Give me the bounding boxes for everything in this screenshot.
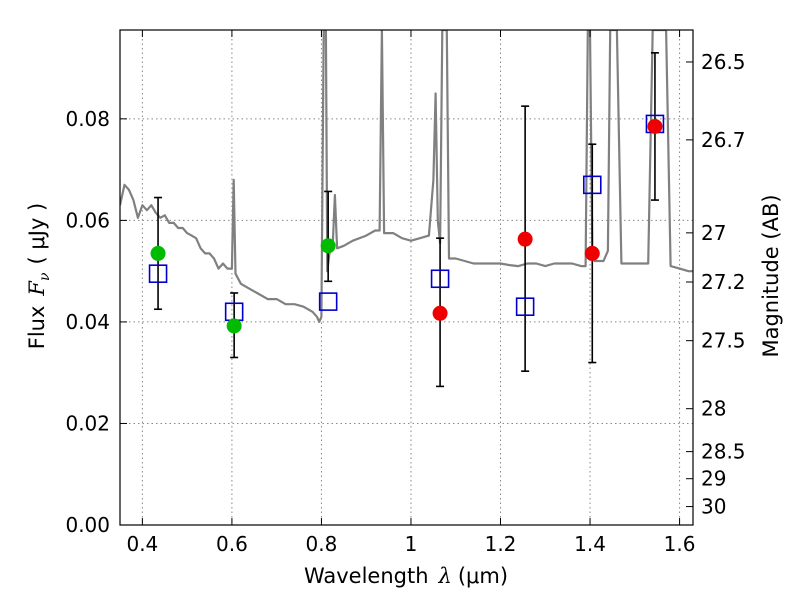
- model-square: [430, 269, 450, 289]
- y-tick-label: 0.08: [65, 107, 110, 131]
- x-tick-label: 1.4: [574, 532, 606, 556]
- right-tick-label: 27.5: [701, 329, 746, 353]
- tick-labels: 0.4 0.6 0.8 1 1.2 1.4 1.6 0.00 0.02 0.04 0.06 0.08 2…: [65, 50, 745, 556]
- model-square: [582, 175, 602, 195]
- y-axis-label: FluxFν( μJy ): [25, 203, 53, 349]
- observed-point-red: [432, 305, 448, 321]
- error-bars: [154, 52, 659, 388]
- right-tick-label: 30: [701, 495, 726, 519]
- observed-point-green: [150, 245, 166, 261]
- x-tick-label: 0.6: [216, 532, 248, 556]
- right-tick-label: 28.5: [701, 440, 746, 464]
- axis-ticks: [120, 30, 693, 526]
- observed-point-green: [320, 238, 336, 254]
- model-spectrum: [120, 30, 693, 323]
- y-tick-label: 0.06: [65, 208, 110, 232]
- y-tick-label: 0.04: [65, 310, 110, 334]
- grid-lines: [120, 30, 693, 526]
- right-tick-label: 26.5: [701, 50, 746, 74]
- right-tick-label: 27: [701, 221, 726, 245]
- x-axis-label: Wavelength λ (μm): [304, 564, 508, 588]
- right-tick-label: 27.2: [701, 270, 746, 294]
- model-square: [318, 292, 338, 311]
- right-tick-label: 29: [701, 467, 726, 491]
- model-square: [148, 264, 168, 283]
- right-tick-label: 28: [701, 397, 726, 421]
- x-tick-label: 1: [405, 532, 418, 556]
- y-tick-label: 0.02: [65, 411, 110, 435]
- plot-frame: [119, 29, 694, 526]
- y-tick-label: 0.00: [65, 513, 110, 537]
- right-tick-label: 26.7: [701, 128, 746, 152]
- observed-point-red: [517, 231, 533, 247]
- observed-point-red: [647, 118, 663, 134]
- observed-point-red: [584, 245, 600, 261]
- spectrum-line: [120, 30, 693, 323]
- observed-photometry-points: [150, 118, 663, 334]
- x-tick-label: 1.6: [664, 532, 696, 556]
- x-tick-label: 1.2: [485, 532, 517, 556]
- model-photometry-points: [148, 114, 665, 322]
- right-axis-label: Magnitude (AB): [759, 194, 783, 357]
- model-square: [515, 297, 535, 316]
- x-tick-label: 0.4: [126, 532, 158, 556]
- observed-point-green: [226, 318, 242, 334]
- x-tick-label: 0.8: [306, 532, 338, 556]
